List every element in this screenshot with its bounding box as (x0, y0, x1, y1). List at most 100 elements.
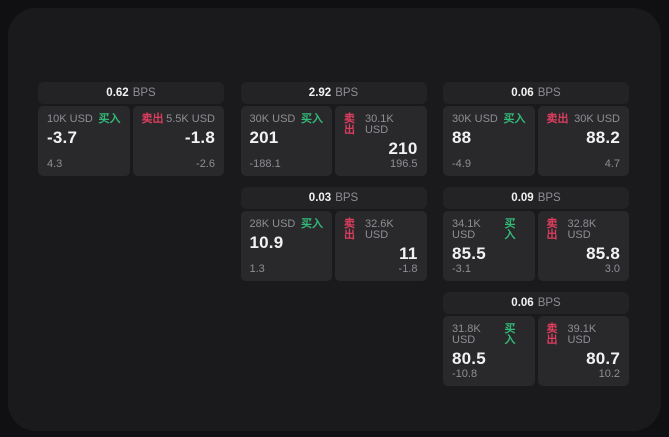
trading-quotes-panel: 0.62 BPS 10K USD 买入 -3.7 4.3 卖出 5.5K USD… (8, 8, 661, 431)
sell-amount: 30.1K USD (364, 113, 394, 136)
bps-unit-label: BPS (537, 192, 561, 204)
sell-amount: 30K USD (574, 113, 620, 125)
buy-price: -3.7 (47, 128, 78, 147)
quote-card-body: 31.8K USD 买入 80.5 -10.8 卖出 39.1K USD 80.… (443, 316, 629, 386)
bps-unit-label: BPS (537, 297, 561, 309)
bps-value: 2.92 (308, 87, 332, 99)
sell-delta: 196.5 (389, 158, 418, 170)
quote-card-body: 34.1K USD 买入 85.5 -3.1 卖出 32.8K USD 85.8… (443, 211, 629, 281)
sell-price: 85.8 (586, 244, 620, 263)
bps-value: 0.09 (511, 192, 534, 204)
sell-quote-tile[interactable]: 卖出 30K USD 88.2 4.7 (537, 106, 629, 176)
buy-price: 10.9 (249, 233, 284, 252)
buy-quote-tile[interactable]: 34.1K USD 买入 85.5 -3.1 (443, 211, 535, 281)
buy-price: 88 (452, 128, 472, 147)
sell-side-label: 卖出 (546, 323, 558, 346)
quote-card-body: 10K USD 买入 -3.7 4.3 卖出 5.5K USD -1.8 -2.… (38, 106, 224, 176)
buy-delta: 1.3 (249, 263, 265, 275)
sell-tile-top-row: 卖出 30.1K USD (344, 114, 418, 136)
sell-quote-tile[interactable]: 卖出 32.8K USD 85.8 3.0 (537, 211, 629, 281)
sell-quote-tile[interactable]: 卖出 39.1K USD 80.7 10.2 (537, 316, 629, 386)
bps-unit-label: BPS (335, 192, 359, 204)
buy-quote-tile[interactable]: 31.8K USD 买入 80.5 -10.8 (443, 316, 535, 386)
bps-value: 0.06 (511, 87, 534, 99)
buy-tile-top-row: 30K USD 买入 (250, 114, 324, 125)
quote-card: 0.09 BPS 34.1K USD 买入 85.5 -3.1 卖出 32.8K… (443, 187, 629, 281)
buy-amount: 28K USD (249, 218, 296, 230)
sell-quote-tile[interactable]: 卖出 30.1K USD 210 196.5 (335, 106, 427, 176)
bps-value: 0.62 (106, 87, 129, 99)
sell-quote-tile[interactable]: 卖出 32.6K USD 11 -1.8 (335, 211, 427, 281)
buy-amount: 30K USD (249, 113, 296, 125)
buy-quote-tile[interactable]: 28K USD 买入 10.9 1.3 (240, 211, 332, 281)
buy-tile-top-row: 30K USD 买入 (452, 114, 526, 125)
buy-side-label: 买入 (98, 113, 121, 125)
sell-amount: 32.8K USD (567, 218, 597, 241)
buy-delta: -3.1 (452, 263, 471, 275)
buy-amount: 31.8K USD (452, 323, 481, 346)
buy-delta: -4.9 (452, 158, 471, 170)
buy-side-label: 买入 (301, 113, 323, 125)
quote-card-body: 28K USD 买入 10.9 1.3 卖出 32.6K USD 11 -1.8 (240, 211, 427, 281)
bps-header: 2.92 BPS (240, 82, 427, 104)
sell-price: 210 (388, 139, 418, 158)
buy-amount: 30K USD (452, 113, 498, 125)
sell-price: 88.2 (586, 128, 620, 147)
buy-delta: -188.1 (249, 158, 281, 170)
buy-quote-tile[interactable]: 30K USD 买入 201 -188.1 (240, 106, 332, 176)
sell-tile-top-row: 卖出 5.5K USD (142, 114, 216, 125)
buy-quote-tile[interactable]: 10K USD 买入 -3.7 4.3 (38, 106, 130, 176)
buy-quote-tile[interactable]: 30K USD 买入 88 -4.9 (443, 106, 535, 176)
quote-card-body: 30K USD 买入 201 -188.1 卖出 30.1K USD 210 1… (240, 106, 427, 176)
quote-card: 0.62 BPS 10K USD 买入 -3.7 4.3 卖出 5.5K USD… (38, 82, 224, 176)
buy-delta: 4.3 (47, 158, 63, 170)
sell-delta: 4.7 (604, 158, 620, 170)
buy-price: 85.5 (452, 244, 486, 263)
buy-side-label: 买入 (301, 218, 323, 230)
bps-header: 0.09 BPS (443, 187, 629, 209)
buy-side-label: 买入 (503, 113, 526, 125)
sell-price: 11 (399, 244, 418, 263)
bps-unit-label: BPS (335, 87, 359, 99)
bps-unit-label: BPS (537, 87, 561, 99)
buy-tile-top-row: 28K USD 买入 (250, 219, 324, 230)
sell-delta: -1.8 (398, 263, 418, 275)
sell-price: 80.7 (586, 349, 620, 368)
buy-tile-top-row: 31.8K USD 买入 (452, 324, 526, 346)
bps-header: 0.06 BPS (443, 82, 629, 104)
bps-value: 0.06 (511, 297, 534, 309)
sell-delta: 3.0 (604, 263, 620, 275)
sell-side-label: 卖出 (546, 218, 558, 241)
buy-side-label: 买入 (504, 218, 516, 241)
sell-amount: 39.1K USD (567, 323, 597, 346)
quote-card: 0.06 BPS 31.8K USD 买入 80.5 -10.8 卖出 39.1… (443, 292, 629, 386)
sell-tile-top-row: 卖出 32.8K USD (547, 219, 621, 241)
sell-side-label: 卖出 (546, 113, 569, 125)
quote-card: 0.06 BPS 30K USD 买入 88 -4.9 卖出 30K USD 8… (443, 82, 629, 176)
buy-side-label: 买入 (504, 323, 516, 346)
buy-price: 80.5 (452, 349, 486, 368)
buy-tile-top-row: 10K USD 买入 (47, 114, 121, 125)
sell-quote-tile[interactable]: 卖出 5.5K USD -1.8 -2.6 (132, 106, 224, 176)
buy-delta: -10.8 (452, 368, 478, 380)
quote-card: 0.03 BPS 28K USD 买入 10.9 1.3 卖出 32.6K US… (240, 187, 427, 281)
sell-delta: 10.2 (598, 368, 620, 380)
bps-header: 0.03 BPS (240, 187, 427, 209)
sell-amount: 32.6K USD (364, 218, 394, 241)
quote-card: 2.92 BPS 30K USD 买入 201 -188.1 卖出 30.1K … (240, 82, 427, 176)
sell-side-label: 卖出 (344, 113, 355, 136)
bps-header: 0.62 BPS (38, 82, 224, 104)
buy-tile-top-row: 34.1K USD 买入 (452, 219, 526, 241)
sell-tile-top-row: 卖出 32.6K USD (344, 219, 418, 241)
sell-amount: 5.5K USD (166, 113, 215, 125)
sell-delta: -2.6 (196, 158, 215, 170)
buy-amount: 34.1K USD (452, 218, 481, 241)
bps-header: 0.06 BPS (443, 292, 629, 314)
sell-price: -1.8 (184, 128, 215, 147)
sell-tile-top-row: 卖出 30K USD (547, 114, 621, 125)
bps-unit-label: BPS (132, 87, 156, 99)
buy-price: 201 (249, 128, 279, 147)
sell-side-label: 卖出 (141, 113, 164, 125)
sell-tile-top-row: 卖出 39.1K USD (547, 324, 621, 346)
